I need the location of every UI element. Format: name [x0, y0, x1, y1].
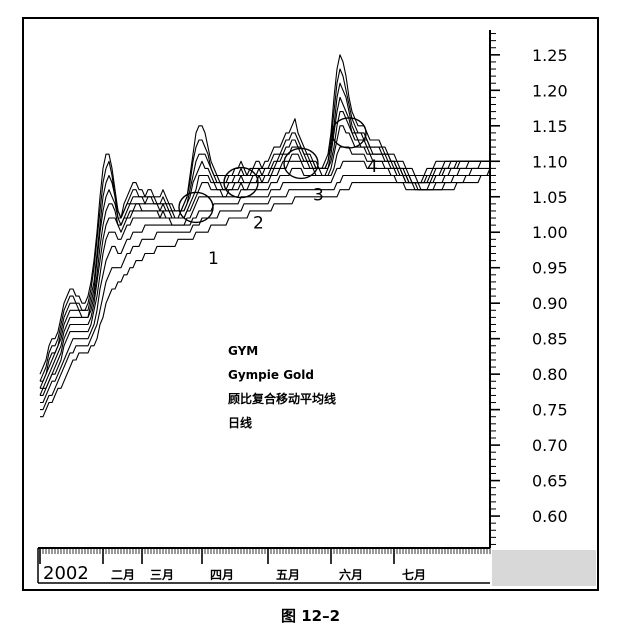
chart-frame: [22, 17, 599, 591]
figure-caption: 图 12–2: [280, 607, 341, 625]
shaded-corner: [492, 550, 596, 586]
y-tick-label: 0.75: [532, 401, 568, 420]
y-tick-label: 1.00: [532, 223, 568, 242]
y-tick-label: 0.60: [532, 507, 568, 526]
x-tick-label: 五月: [276, 568, 300, 582]
legend-indicator: 顾比复合移动平均线: [228, 391, 336, 406]
y-tick-label: 0.95: [532, 259, 568, 278]
y-tick-label: 0.85: [532, 330, 568, 349]
highlight-circles: [178, 117, 367, 224]
x-tick-label: 2002: [43, 563, 89, 584]
x-tick-label: 三月: [150, 568, 174, 582]
y-tick-label: 0.70: [532, 436, 568, 455]
point-label: 3: [313, 185, 324, 205]
legend-period: 日线: [228, 415, 252, 430]
y-tick-label: 1.05: [532, 188, 568, 207]
y-tick-label: 0.65: [532, 472, 568, 491]
y-tick-label: 1.20: [532, 81, 568, 100]
x-tick-label: 四月: [210, 568, 234, 582]
x-tick-labels: 2002 二月 三月 四月 五月 六月 七月: [43, 563, 426, 584]
y-minor-ticks: [490, 33, 500, 545]
x-tick-label: 二月: [111, 568, 135, 582]
x-tick-label: 六月: [339, 567, 363, 582]
y-tick-label: 0.90: [532, 294, 568, 313]
moving-average-line: [40, 174, 490, 418]
y-tick-label: 0.80: [532, 365, 568, 384]
point-annotations: 1 2 3 4: [208, 157, 378, 269]
point-label: 1: [208, 249, 219, 269]
y-tick-label: 1.10: [532, 152, 568, 171]
highlight-circle: [178, 191, 214, 224]
y-tick-labels: 1.25 1.20 1.15 1.10 1.05 1.00 0.95 0.90 0.85 0.80…: [532, 46, 568, 526]
point-label: 2: [253, 214, 264, 234]
moving-average-line: [40, 160, 490, 404]
x-tick-label: 七月: [402, 568, 426, 582]
highlight-circle: [223, 166, 259, 199]
y-tick-label: 1.25: [532, 46, 568, 65]
highlight-circle: [331, 117, 367, 149]
point-label: 4: [367, 157, 378, 177]
y-tick-label: 1.15: [532, 117, 568, 136]
series-layer: [39, 54, 491, 418]
legend-company: Gympie Gold: [228, 368, 314, 382]
highlight-circle: [283, 147, 319, 180]
x-minor-ticks: [39, 548, 491, 564]
legend-ticker: GYM: [228, 344, 258, 358]
